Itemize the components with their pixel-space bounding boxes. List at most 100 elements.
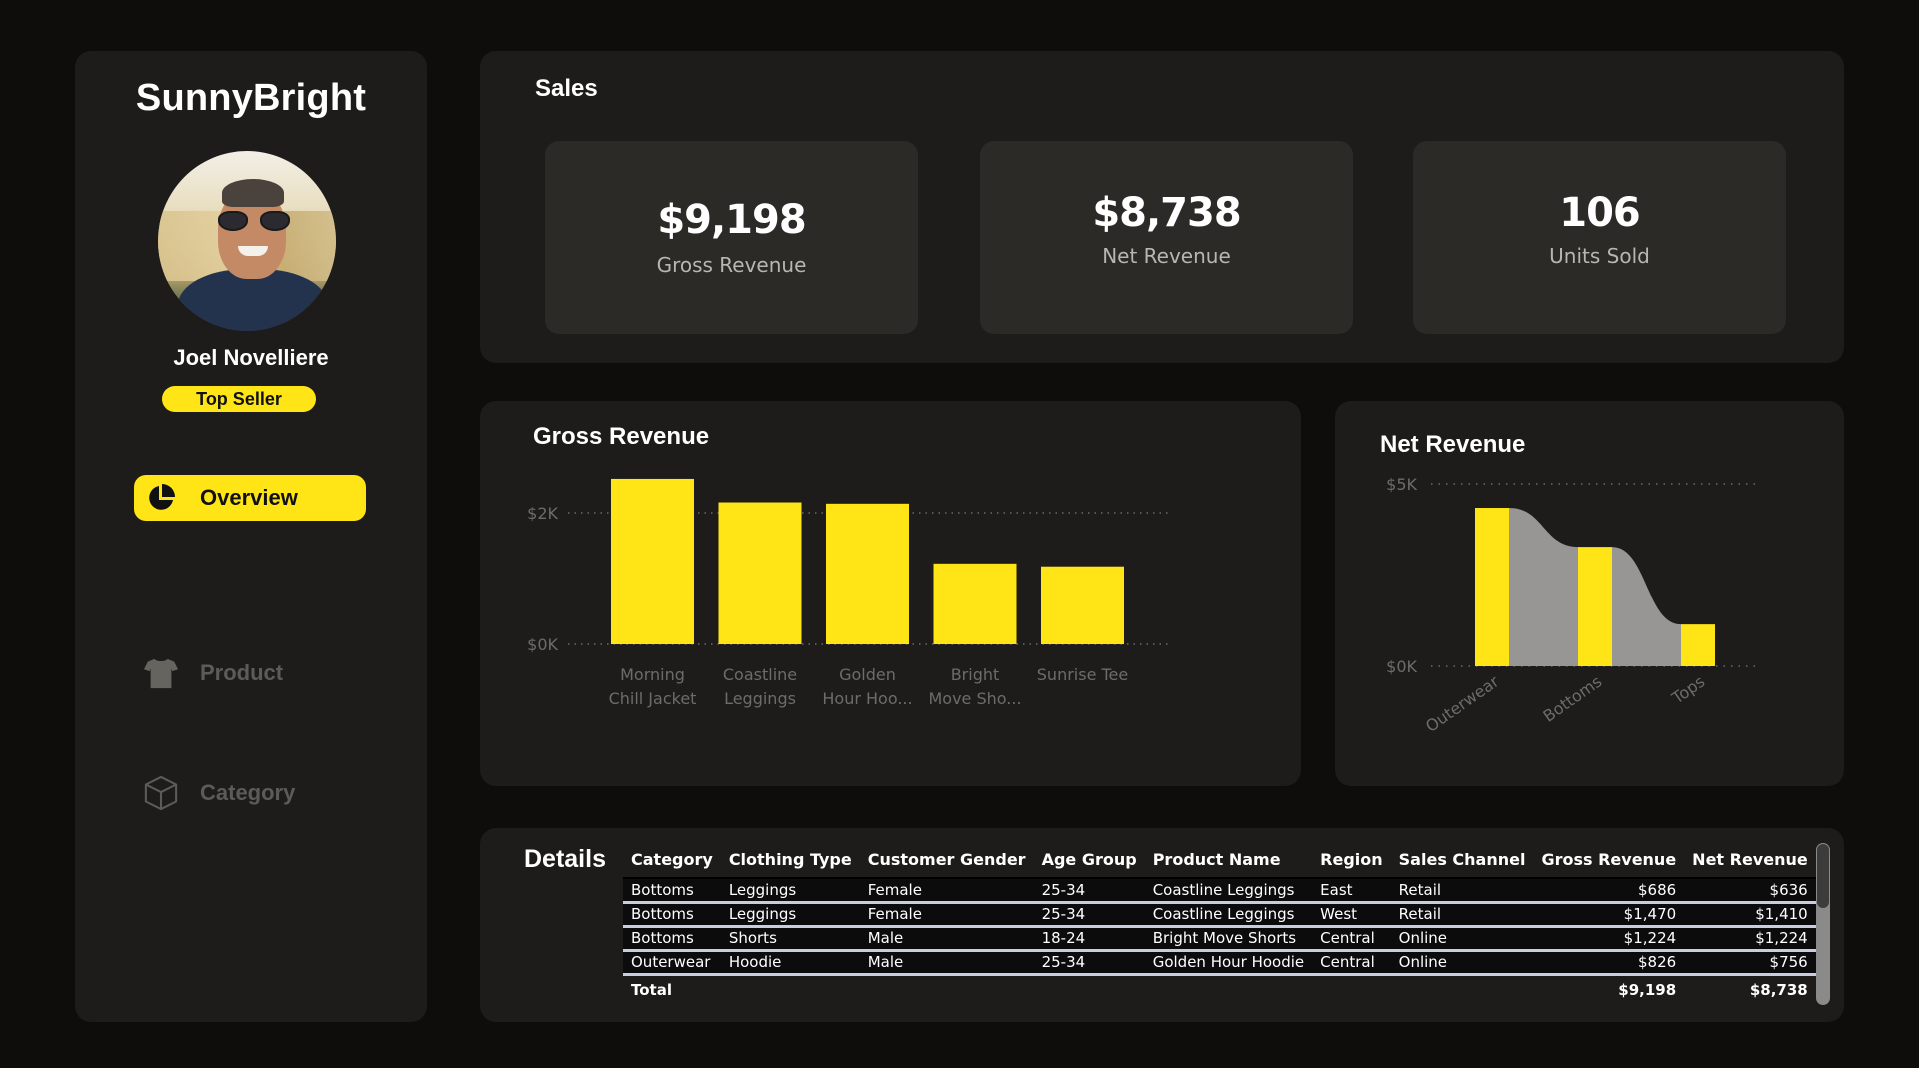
table-cell: West bbox=[1312, 902, 1391, 928]
sidebar-item-label: Category bbox=[200, 780, 296, 805]
column-header[interactable]: Clothing Type bbox=[720, 842, 860, 879]
table-cell bbox=[1312, 974, 1391, 1004]
ribbon bbox=[1509, 508, 1578, 666]
table-cell: $636 bbox=[1684, 878, 1816, 904]
scrollbar-thumb[interactable] bbox=[1817, 844, 1829, 908]
bar[interactable] bbox=[933, 563, 1017, 644]
total-net: $8,738 bbox=[1749, 980, 1808, 999]
table-cell: Shorts bbox=[720, 926, 860, 952]
table-cell: Coastline Leggings bbox=[1144, 902, 1313, 928]
table-cell: Central bbox=[1312, 926, 1391, 952]
bar[interactable] bbox=[826, 503, 909, 644]
y-tick-label: $5K bbox=[1386, 475, 1417, 494]
bar[interactable] bbox=[1681, 624, 1715, 666]
table-cell: $756 bbox=[1684, 950, 1816, 976]
kpi-value: $8,738 bbox=[1092, 190, 1241, 236]
sidebar-item-overview[interactable]: Overview bbox=[134, 475, 366, 521]
table-cell bbox=[860, 974, 1034, 1004]
table-cell: Online bbox=[1390, 950, 1534, 976]
sidebar-item-label: Overview bbox=[200, 485, 298, 510]
y-tick-label: $2K bbox=[527, 504, 558, 523]
x-tick-label: Chill Jacket bbox=[609, 689, 697, 708]
table-cell: Retail bbox=[1390, 902, 1534, 928]
table-cell: Hoodie bbox=[720, 950, 860, 976]
table-cell: Leggings bbox=[720, 902, 860, 928]
bar[interactable] bbox=[1475, 508, 1509, 666]
kpi-value: $9,198 bbox=[657, 197, 806, 243]
x-tick-label: Morning bbox=[620, 665, 685, 684]
avatar bbox=[158, 151, 336, 331]
details-table: Category Clothing Type Customer Gender Age … bbox=[623, 842, 1816, 1004]
column-header[interactable]: Region bbox=[1312, 842, 1391, 879]
x-tick-label: Sunrise Tee bbox=[1037, 665, 1128, 684]
sales-panel: Sales $9,198 Gross Revenue $8,738 Net Re… bbox=[480, 51, 1844, 363]
sidebar: SunnyBright Joel Novelliere Top Seller O… bbox=[75, 51, 427, 1022]
kpi-label: Gross Revenue bbox=[656, 253, 807, 277]
x-tick-label: Leggings bbox=[724, 689, 796, 708]
table-cell: 25-34 bbox=[1033, 902, 1145, 928]
box-icon bbox=[144, 775, 178, 811]
details-title: Details bbox=[524, 845, 606, 873]
bar[interactable] bbox=[718, 502, 802, 644]
table-cell: Leggings bbox=[720, 878, 860, 904]
table-cell: Outerwear bbox=[623, 950, 721, 976]
sidebar-item-category[interactable]: Category bbox=[134, 770, 366, 816]
table-cell: Online bbox=[1390, 926, 1534, 952]
table-cell: $826 bbox=[1533, 950, 1685, 976]
bar[interactable] bbox=[1041, 566, 1124, 644]
table-cell bbox=[1034, 974, 1145, 1004]
column-header[interactable]: Gross Revenue bbox=[1533, 842, 1685, 879]
total-gross: $9,198 bbox=[1618, 980, 1677, 999]
table-cell: Female bbox=[859, 878, 1034, 904]
y-tick-label: $0K bbox=[1386, 657, 1417, 676]
column-header[interactable]: Age Group bbox=[1033, 842, 1145, 879]
chart-title: Gross Revenue bbox=[533, 423, 710, 450]
column-header[interactable]: Net Revenue bbox=[1684, 842, 1816, 879]
brand-logo: SunnyBright bbox=[135, 77, 367, 119]
x-tick-label: Tops bbox=[1668, 672, 1709, 708]
sales-title: Sales bbox=[535, 75, 598, 102]
table-cell: Bottoms bbox=[623, 926, 721, 952]
column-header[interactable]: Customer Gender bbox=[859, 842, 1034, 879]
column-header[interactable]: Product Name bbox=[1144, 842, 1313, 879]
table-cell bbox=[721, 974, 860, 1004]
x-tick-label: Outerwear bbox=[1422, 671, 1503, 735]
x-tick-label: Move Sho... bbox=[928, 689, 1021, 708]
column-header[interactable]: Sales Channel bbox=[1390, 842, 1534, 879]
table-cell: Central bbox=[1312, 950, 1391, 976]
table-total-row: Total $9,198 $8,738 bbox=[623, 974, 1816, 1004]
table-cell: Female bbox=[859, 902, 1034, 928]
table-cell: 18-24 bbox=[1033, 926, 1145, 952]
kpi-value: 106 bbox=[1559, 190, 1641, 236]
table-row[interactable]: Bottoms Shorts Male 18-24 Bright Move Shorts… bbox=[623, 926, 1816, 952]
ribbon bbox=[1612, 547, 1681, 666]
x-tick-label: Bright bbox=[951, 665, 1000, 684]
status-badge: Top Seller bbox=[162, 386, 316, 412]
table-row[interactable]: Bottoms Leggings Female 25-34 Coastline Legg… bbox=[623, 878, 1816, 904]
table-cell: Golden Hour Hoodie bbox=[1144, 950, 1313, 976]
y-tick-label: $0K bbox=[527, 635, 558, 654]
table-cell bbox=[1145, 974, 1312, 1004]
bar[interactable] bbox=[611, 478, 694, 644]
table-row[interactable]: Outerwear Hoodie Male 25-34 Golden Hour Hood… bbox=[623, 950, 1816, 976]
x-tick-label: Coastline bbox=[723, 665, 797, 684]
x-tick-label: Hour Hoo... bbox=[822, 689, 912, 708]
table-row[interactable]: Bottoms Leggings Female 25-34 Coastline Legg… bbox=[623, 902, 1816, 928]
bar[interactable] bbox=[1578, 547, 1612, 666]
pie-chart-icon bbox=[144, 481, 178, 515]
table-cell: Male bbox=[859, 950, 1034, 976]
table-cell: Bright Move Shorts bbox=[1144, 926, 1313, 952]
details-panel: Details Category Clothing Type Customer Ge… bbox=[480, 828, 1844, 1022]
kpi-label: Units Sold bbox=[1549, 244, 1650, 268]
column-header[interactable]: Category bbox=[623, 842, 721, 879]
table-scrollbar[interactable] bbox=[1816, 843, 1830, 1005]
sidebar-item-label: Product bbox=[200, 660, 284, 685]
table-header-row: Category Clothing Type Customer Gender Age … bbox=[623, 842, 1816, 879]
kpi-card-net-revenue: $8,738 Net Revenue bbox=[980, 141, 1353, 334]
total-label: Total bbox=[631, 980, 672, 999]
kpi-card-units-sold: 106 Units Sold bbox=[1413, 141, 1786, 334]
table-cell: $686 bbox=[1533, 878, 1685, 904]
sidebar-item-product[interactable]: Product bbox=[134, 650, 366, 696]
table-cell: 25-34 bbox=[1033, 878, 1145, 904]
table-cell: Retail bbox=[1390, 878, 1534, 904]
